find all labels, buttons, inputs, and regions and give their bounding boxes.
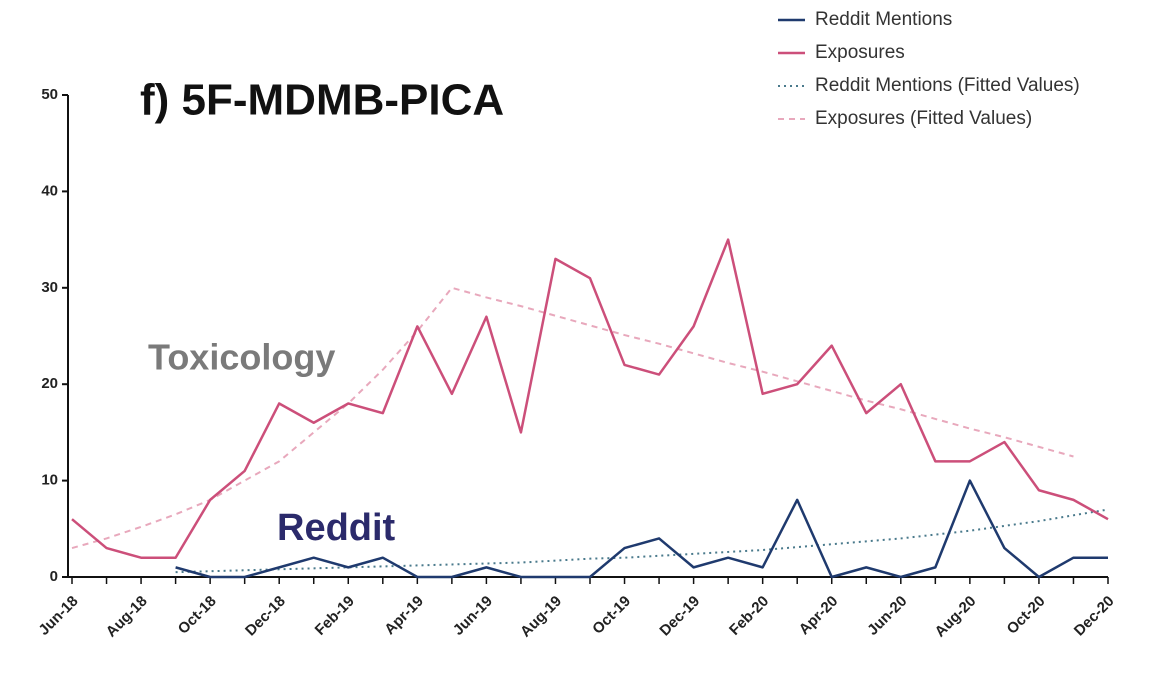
series-line <box>71 238 1109 559</box>
x-tick-label: Oct-18 <box>175 593 220 638</box>
x-tick-label: Aug-18 <box>103 593 151 641</box>
x-tick-label: Apr-20 <box>796 593 842 639</box>
legend-label: Exposures (Fitted Values) <box>815 108 1032 129</box>
x-tick-label: Dec-19 <box>656 593 703 640</box>
series-line <box>175 479 1108 579</box>
legend-label: Exposures <box>815 42 905 63</box>
y-tick-label: 20 <box>41 375 58 392</box>
x-tick-label: Dec-20 <box>1071 593 1118 640</box>
legend-label: Reddit Mentions (Fitted Values) <box>815 75 1080 96</box>
x-tick-label: Dec-18 <box>242 593 289 640</box>
legend-label: Reddit Mentions <box>815 9 952 30</box>
annotation: Reddit <box>277 507 396 549</box>
x-tick-label: Aug-19 <box>517 593 565 641</box>
y-tick-label: 40 <box>41 182 58 199</box>
y-tick-label: 10 <box>41 472 58 489</box>
x-tick-label: Oct-20 <box>1004 593 1049 638</box>
annotation: Toxicology <box>148 337 335 378</box>
x-tick-label: Jun-18 <box>35 593 81 639</box>
x-tick-label: Feb-20 <box>726 593 772 639</box>
y-tick-label: 30 <box>41 279 58 296</box>
x-tick-label: Feb-19 <box>312 593 358 639</box>
x-tick-label: Oct-19 <box>589 593 634 638</box>
series-line <box>71 286 1074 550</box>
x-tick-label: Aug-20 <box>932 593 980 641</box>
x-tick-label: Jun-19 <box>450 593 496 639</box>
y-tick-label: 0 <box>50 568 58 585</box>
y-tick-label: 50 <box>41 86 58 103</box>
x-tick-label: Apr-19 <box>381 593 427 639</box>
chart-title: f) 5F-MDMB-PICA <box>140 76 504 125</box>
x-tick-label: Jun-20 <box>864 593 910 639</box>
